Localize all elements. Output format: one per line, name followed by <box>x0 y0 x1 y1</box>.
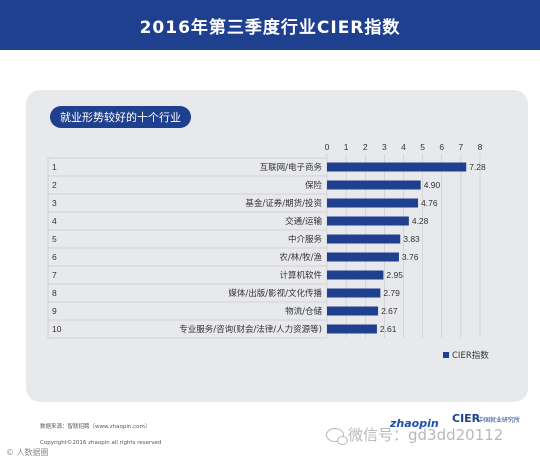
x-tick-label: 2 <box>363 142 368 152</box>
category-label: 计算机软件 <box>279 270 322 281</box>
logo-group: zhaopin CIER 中国就业研究所 <box>390 412 520 431</box>
rank-label: 8 <box>52 288 57 298</box>
x-tick-label: 0 <box>325 142 330 152</box>
data-label: 4.28 <box>412 216 429 226</box>
category-label: 保险 <box>305 180 323 191</box>
category-label: 基金/证券/期货/投资 <box>245 198 322 209</box>
bar <box>327 324 377 334</box>
bar <box>327 180 421 190</box>
x-tick-label: 5 <box>420 142 425 152</box>
category-label: 交通/运输 <box>285 216 322 227</box>
x-tick-label: 7 <box>459 142 464 152</box>
rank-label: 9 <box>52 306 57 316</box>
legend-label: CIER指数 <box>452 350 489 361</box>
data-label: 2.79 <box>383 288 400 298</box>
bar <box>327 270 384 280</box>
data-label: 2.67 <box>381 306 398 316</box>
data-label: 4.90 <box>424 180 441 190</box>
data-label: 4.76 <box>421 198 438 208</box>
page-title: 2016年第三季度行业CIER指数 <box>139 17 401 38</box>
data-label: 2.61 <box>380 324 397 334</box>
rank-label: 3 <box>52 198 57 208</box>
x-tick-label: 4 <box>401 142 406 152</box>
rank-label: 1 <box>52 162 57 172</box>
category-label: 农/林/牧/渔 <box>279 252 322 263</box>
legend-swatch <box>443 352 449 358</box>
data-source-note: 数据来源：智联招聘（www.zhaopin.com） <box>40 424 151 430</box>
category-label: 物流/仓储 <box>285 306 322 317</box>
page-header: 2016年第三季度行业CIER指数 <box>0 0 540 50</box>
bar <box>327 234 401 244</box>
wechat-watermark: 微信号：gd3dd20112 <box>326 424 503 445</box>
zhaopin-logo: zhaopin <box>390 417 439 430</box>
corner-watermark: © 人数据圈 <box>6 448 49 457</box>
x-tick-label: 3 <box>382 142 387 152</box>
x-tick-label: 1 <box>344 142 349 152</box>
bar <box>327 288 381 298</box>
section-tag: 就业形势较好的十个行业 <box>50 106 191 128</box>
wechat-icon <box>326 427 348 445</box>
bar <box>327 198 419 208</box>
rank-label: 5 <box>52 234 57 244</box>
data-label: 3.76 <box>402 252 419 262</box>
bar <box>327 306 379 316</box>
data-label: 2.95 <box>386 270 403 280</box>
x-tick-label: 8 <box>478 142 483 152</box>
rank-label: 2 <box>52 180 57 190</box>
category-label: 媒体/出版/影视/文化传播 <box>228 288 322 299</box>
bar <box>327 216 409 226</box>
rank-label: 6 <box>52 252 57 262</box>
rank-label: 4 <box>52 216 57 226</box>
category-label: 互联网/电子商务 <box>260 162 323 173</box>
copyright-note: Copyright©2016 zhaopin all rights reserv… <box>40 440 162 446</box>
x-tick-label: 6 <box>439 142 444 152</box>
bar <box>327 162 467 172</box>
rank-label: 7 <box>52 270 57 280</box>
cier-logo: CIER <box>452 412 481 425</box>
chart-panel <box>26 90 528 402</box>
category-label: 专业服务/咨询(财会/法律/人力资源等) <box>179 324 322 335</box>
rank-label: 10 <box>52 324 62 334</box>
wechat-id: 微信号：gd3dd20112 <box>348 426 504 444</box>
data-label: 3.83 <box>403 234 420 244</box>
bar <box>327 252 399 262</box>
data-label: 7.28 <box>469 162 486 172</box>
category-label: 中介服务 <box>288 234 323 245</box>
research-center-logo: 中国就业研究所 <box>478 417 521 424</box>
